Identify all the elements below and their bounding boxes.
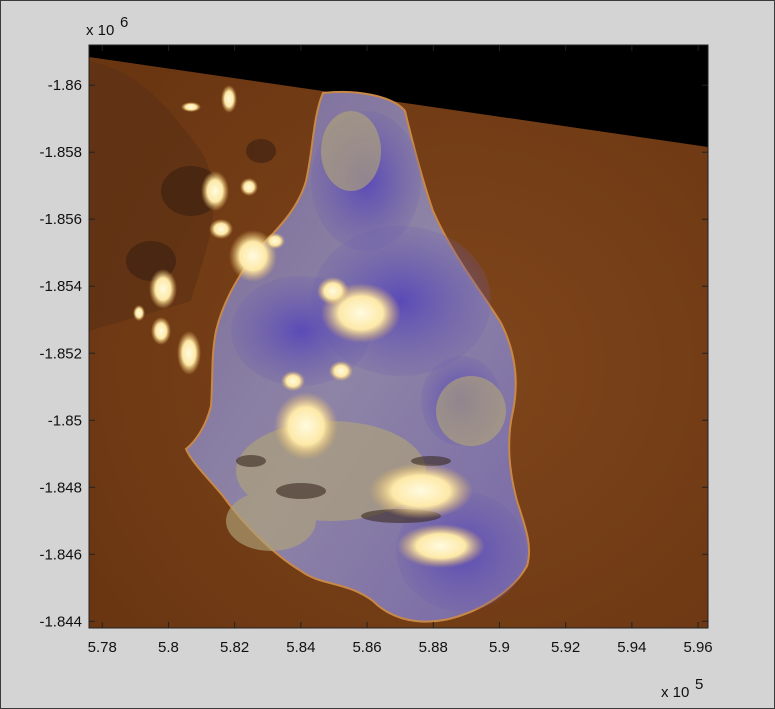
x-tick-label: 5.88 xyxy=(419,639,448,656)
y-tick-label: -1.848 xyxy=(39,479,82,496)
y-exponent-base: x 10 xyxy=(86,22,114,39)
y-tick-label: -1.846 xyxy=(39,546,82,563)
no-data-region xyxy=(89,45,708,147)
x-tick-label: 5.94 xyxy=(617,639,646,656)
clouds xyxy=(133,85,485,568)
y-tick-label: -1.852 xyxy=(39,345,82,362)
y-tick-label: -1.856 xyxy=(39,211,82,228)
x-tick-label: 5.82 xyxy=(220,639,249,656)
y-tick-label: -1.844 xyxy=(39,613,82,630)
x-tick-label: 5.86 xyxy=(352,639,381,656)
y-exponent-power: 6 xyxy=(120,14,128,31)
x-tick-label: 5.8 xyxy=(158,639,179,656)
y-exponent-label: x 10 6 xyxy=(86,14,128,39)
coastal-shallows xyxy=(89,61,214,331)
axes-box xyxy=(88,44,709,629)
x-tick-label: 5.78 xyxy=(88,639,117,656)
y-tick-label: -1.854 xyxy=(39,278,82,295)
x-tick-label: 5.92 xyxy=(551,639,580,656)
x-exponent-label: x 10 5 xyxy=(661,676,703,701)
x-tick-label: 5.9 xyxy=(489,639,510,656)
y-tick-label: -1.85 xyxy=(48,412,82,429)
y-axis: -1.86 -1.858 -1.856 -1.854 -1.852 -1.85 -1.848… xyxy=(39,77,708,630)
x-exponent-power: 5 xyxy=(695,676,703,693)
x-tick-label: 5.84 xyxy=(286,639,315,656)
y-tick-label: -1.86 xyxy=(48,77,82,94)
x-tick-label: 5.96 xyxy=(683,639,712,656)
y-tick-label: -1.858 xyxy=(39,144,82,161)
x-exponent-base: x 10 xyxy=(661,684,689,701)
satellite-image xyxy=(89,45,708,628)
x-axis: 5.78 5.8 5.82 5.84 5.86 5.88 5.9 5.92 5.94 5.96 xyxy=(88,45,713,656)
